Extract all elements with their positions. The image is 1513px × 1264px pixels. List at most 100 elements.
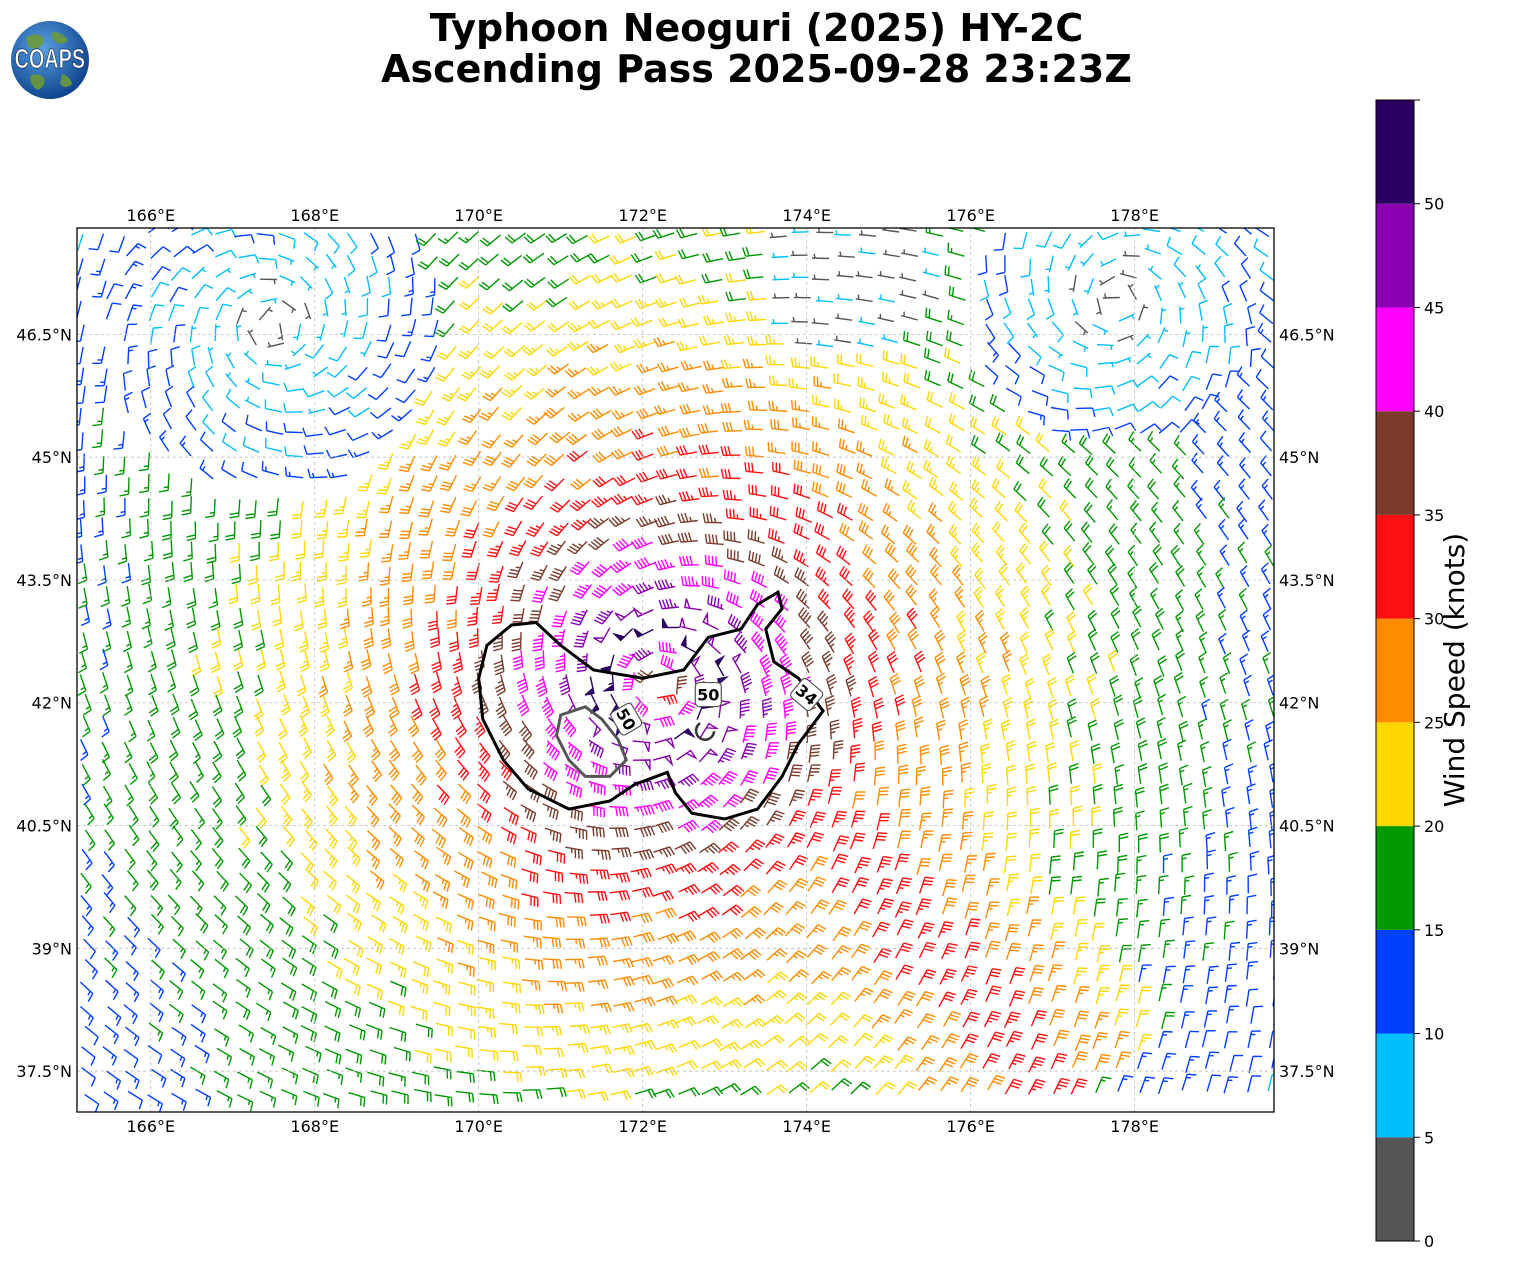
wind-barb (1157, 327, 1169, 344)
wind-barb (278, 871, 292, 893)
wind-barb (457, 783, 472, 805)
wind-barb (1158, 1030, 1173, 1048)
wind-barb (247, 329, 257, 346)
contour-label-box (790, 678, 824, 712)
wind-barb (102, 608, 112, 630)
wind-barb (807, 1032, 829, 1046)
wind-barb (702, 611, 719, 631)
wind-barb (1190, 479, 1203, 502)
wind-barb (165, 628, 176, 650)
wind-barb (256, 649, 267, 672)
wind-barb (482, 319, 503, 332)
lon-tick-label-top: 168°E (290, 206, 339, 225)
wind-barb (239, 272, 257, 280)
wind-barb (336, 565, 347, 586)
wind-barb (542, 803, 559, 821)
wind-barb (780, 673, 793, 695)
wind-barb (346, 741, 357, 764)
wind-barb (656, 1066, 678, 1077)
wind-barb (81, 1067, 96, 1087)
wind-barb (214, 914, 229, 935)
wind-barb (613, 1001, 635, 1012)
wind-barb (458, 257, 479, 271)
wind-barb (149, 806, 160, 828)
wind-barb (253, 698, 264, 721)
wind-barb (749, 611, 764, 632)
wind-barb (171, 962, 187, 983)
wind-barb (1201, 698, 1211, 721)
wind-barb (344, 805, 357, 828)
wind-barb (1127, 478, 1140, 500)
wind-barb (831, 810, 847, 828)
wind-barb (631, 957, 654, 968)
wind-barb (388, 759, 400, 781)
wind-barb (900, 353, 918, 369)
wind-barb (1214, 255, 1226, 278)
wind-barb (367, 387, 389, 401)
wind-barb (1219, 672, 1229, 694)
wind-barb (925, 330, 943, 347)
wind-barb (878, 438, 895, 456)
wind-barb (1115, 1051, 1132, 1069)
wind-barb (701, 575, 720, 589)
wind-barb (744, 462, 764, 474)
wind-barb (897, 990, 916, 1006)
wind-barb (1175, 649, 1185, 672)
wind-barb (591, 584, 612, 599)
wind-barb (926, 523, 940, 545)
wind-barb (767, 879, 788, 894)
wind-barb (723, 530, 742, 544)
wind-barb (1008, 1053, 1026, 1070)
wind-barb (1061, 433, 1076, 454)
wind-barb (873, 1034, 894, 1049)
wind-barb (477, 1025, 496, 1039)
wind-barb (719, 1041, 741, 1052)
wind-barb (324, 426, 346, 436)
wind-barb (147, 651, 157, 673)
wind-barb (370, 870, 385, 891)
wind-barb (531, 586, 549, 603)
wind-barb (631, 428, 654, 440)
wind-barb (279, 783, 291, 806)
wind-barb (345, 387, 368, 399)
wind-barb (751, 570, 768, 589)
wind-barb (824, 695, 836, 717)
wind-barb (169, 868, 182, 891)
wind-barb (430, 671, 442, 694)
wind-barb (1110, 606, 1121, 629)
wind-barb (303, 1090, 320, 1107)
wind-barb (371, 914, 387, 933)
wind-barb (1214, 391, 1228, 413)
wind-barb (788, 1035, 810, 1048)
wind-barb (291, 520, 303, 539)
wind-barb (720, 359, 742, 370)
wind-barb (569, 826, 588, 840)
wind-barb (1261, 523, 1272, 546)
wind-barb (1137, 739, 1148, 761)
wind-barb (633, 849, 655, 861)
wind-barb (282, 957, 298, 977)
wind-barb (1195, 264, 1207, 280)
wind-barb (1237, 541, 1248, 564)
wind-barb (214, 324, 221, 342)
wind-barb (634, 1039, 657, 1050)
wind-barb (1135, 1009, 1151, 1027)
wind-barb (503, 807, 519, 826)
wind-barb (702, 360, 724, 371)
wind-barb (609, 559, 632, 574)
wind-barb (187, 631, 199, 654)
wind-barb (415, 935, 432, 953)
wind-barb (815, 566, 830, 587)
wind-barb (77, 432, 84, 451)
wind-barb (768, 400, 788, 413)
wind-barb (122, 369, 133, 391)
wind-barb (542, 936, 562, 948)
wind-barb (873, 766, 886, 786)
wind-barb (250, 519, 262, 539)
wind-barb (267, 497, 279, 517)
wind-barb (1003, 855, 1017, 874)
wind-barb (899, 393, 917, 411)
wind-barb (363, 627, 374, 649)
wind-barb (1016, 434, 1031, 455)
wind-barb (675, 445, 697, 456)
